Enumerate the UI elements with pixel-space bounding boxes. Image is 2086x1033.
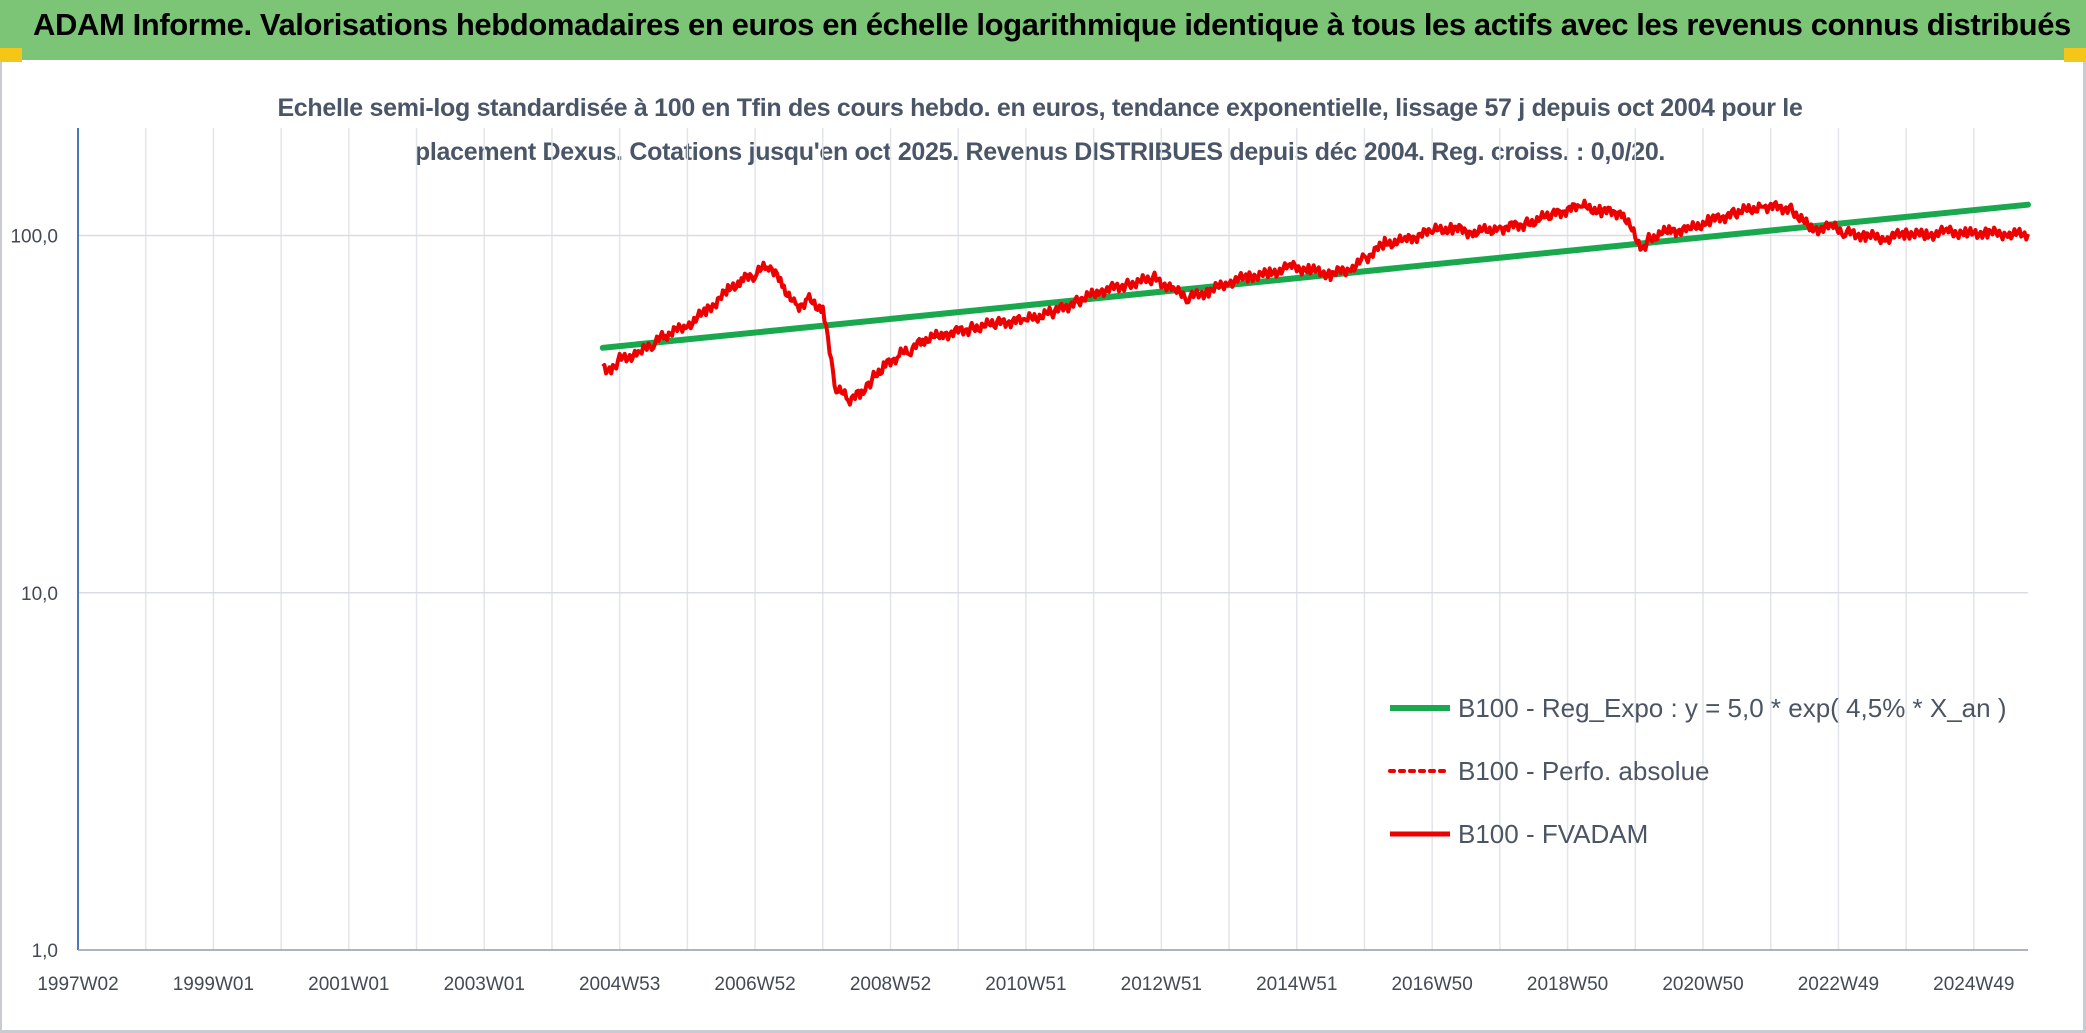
grid [77,128,2028,951]
x-tick-label: 2024W49 [1933,974,2014,995]
chart-title: Echelle semi-log standardisée à 100 en T… [140,86,1940,174]
series-line-reg-expo [599,201,2031,351]
x-tick-label: 2022W49 [1798,974,1879,995]
corner-accent-left [0,48,22,62]
y-tick-labels: 1,0 10,0 100,0 [10,227,58,962]
corner-accent-right [2064,48,2086,62]
x-tick-label: 2012W51 [1121,974,1202,995]
chart-title-line-1: Echelle semi-log standardisée à 100 en T… [277,94,1803,122]
x-tick-label: 2020W50 [1662,974,1743,995]
x-tick-label: 2004W53 [579,974,660,995]
legend: B100 - Reg_Expo : y = 5,0 * exp( 4,5% * … [1388,693,2007,849]
x-tick-label: 2003W01 [444,974,525,995]
series-line-fvadam [601,198,2030,407]
x-tick-label: 2018W50 [1527,974,1608,995]
x-tick-label: 1997W02 [37,974,118,995]
legend-label: B100 - FVADAM [1458,819,1648,849]
x-tick-label: 2006W52 [714,974,795,995]
page-title: ADAM Informe. Valorisations hebdomadaire… [33,7,2071,42]
header-banner: ADAM Informe. Valorisations hebdomadaire… [0,0,2086,60]
legend-label: B100 - Reg_Expo : y = 5,0 * exp( 4,5% * … [1458,693,2007,723]
x-tick-labels: 1997W02 1999W01 2001W01 2003W01 2004W53 2006W… [37,974,2014,995]
x-tick-label: 2001W01 [308,974,389,995]
x-tick-label: 2010W51 [985,974,1066,995]
x-tick-label: 2016W50 [1391,974,1472,995]
y-tick-label: 1,0 [32,941,58,962]
chart-frame [0,62,2086,1033]
x-tick-label: 2008W52 [850,974,931,995]
y-tick-label: 100,0 [10,227,58,248]
axes [77,128,2028,951]
x-tick-label: 1999W01 [173,974,254,995]
chart-title-line-2: placement Dexus. Cotations jusqu'en oct … [414,138,1666,166]
x-tick-label: 2014W51 [1256,974,1337,995]
legend-label: B100 - Perfo. absolue [1458,756,1710,786]
plot-area [599,198,2031,407]
y-tick-label: 10,0 [21,584,58,605]
